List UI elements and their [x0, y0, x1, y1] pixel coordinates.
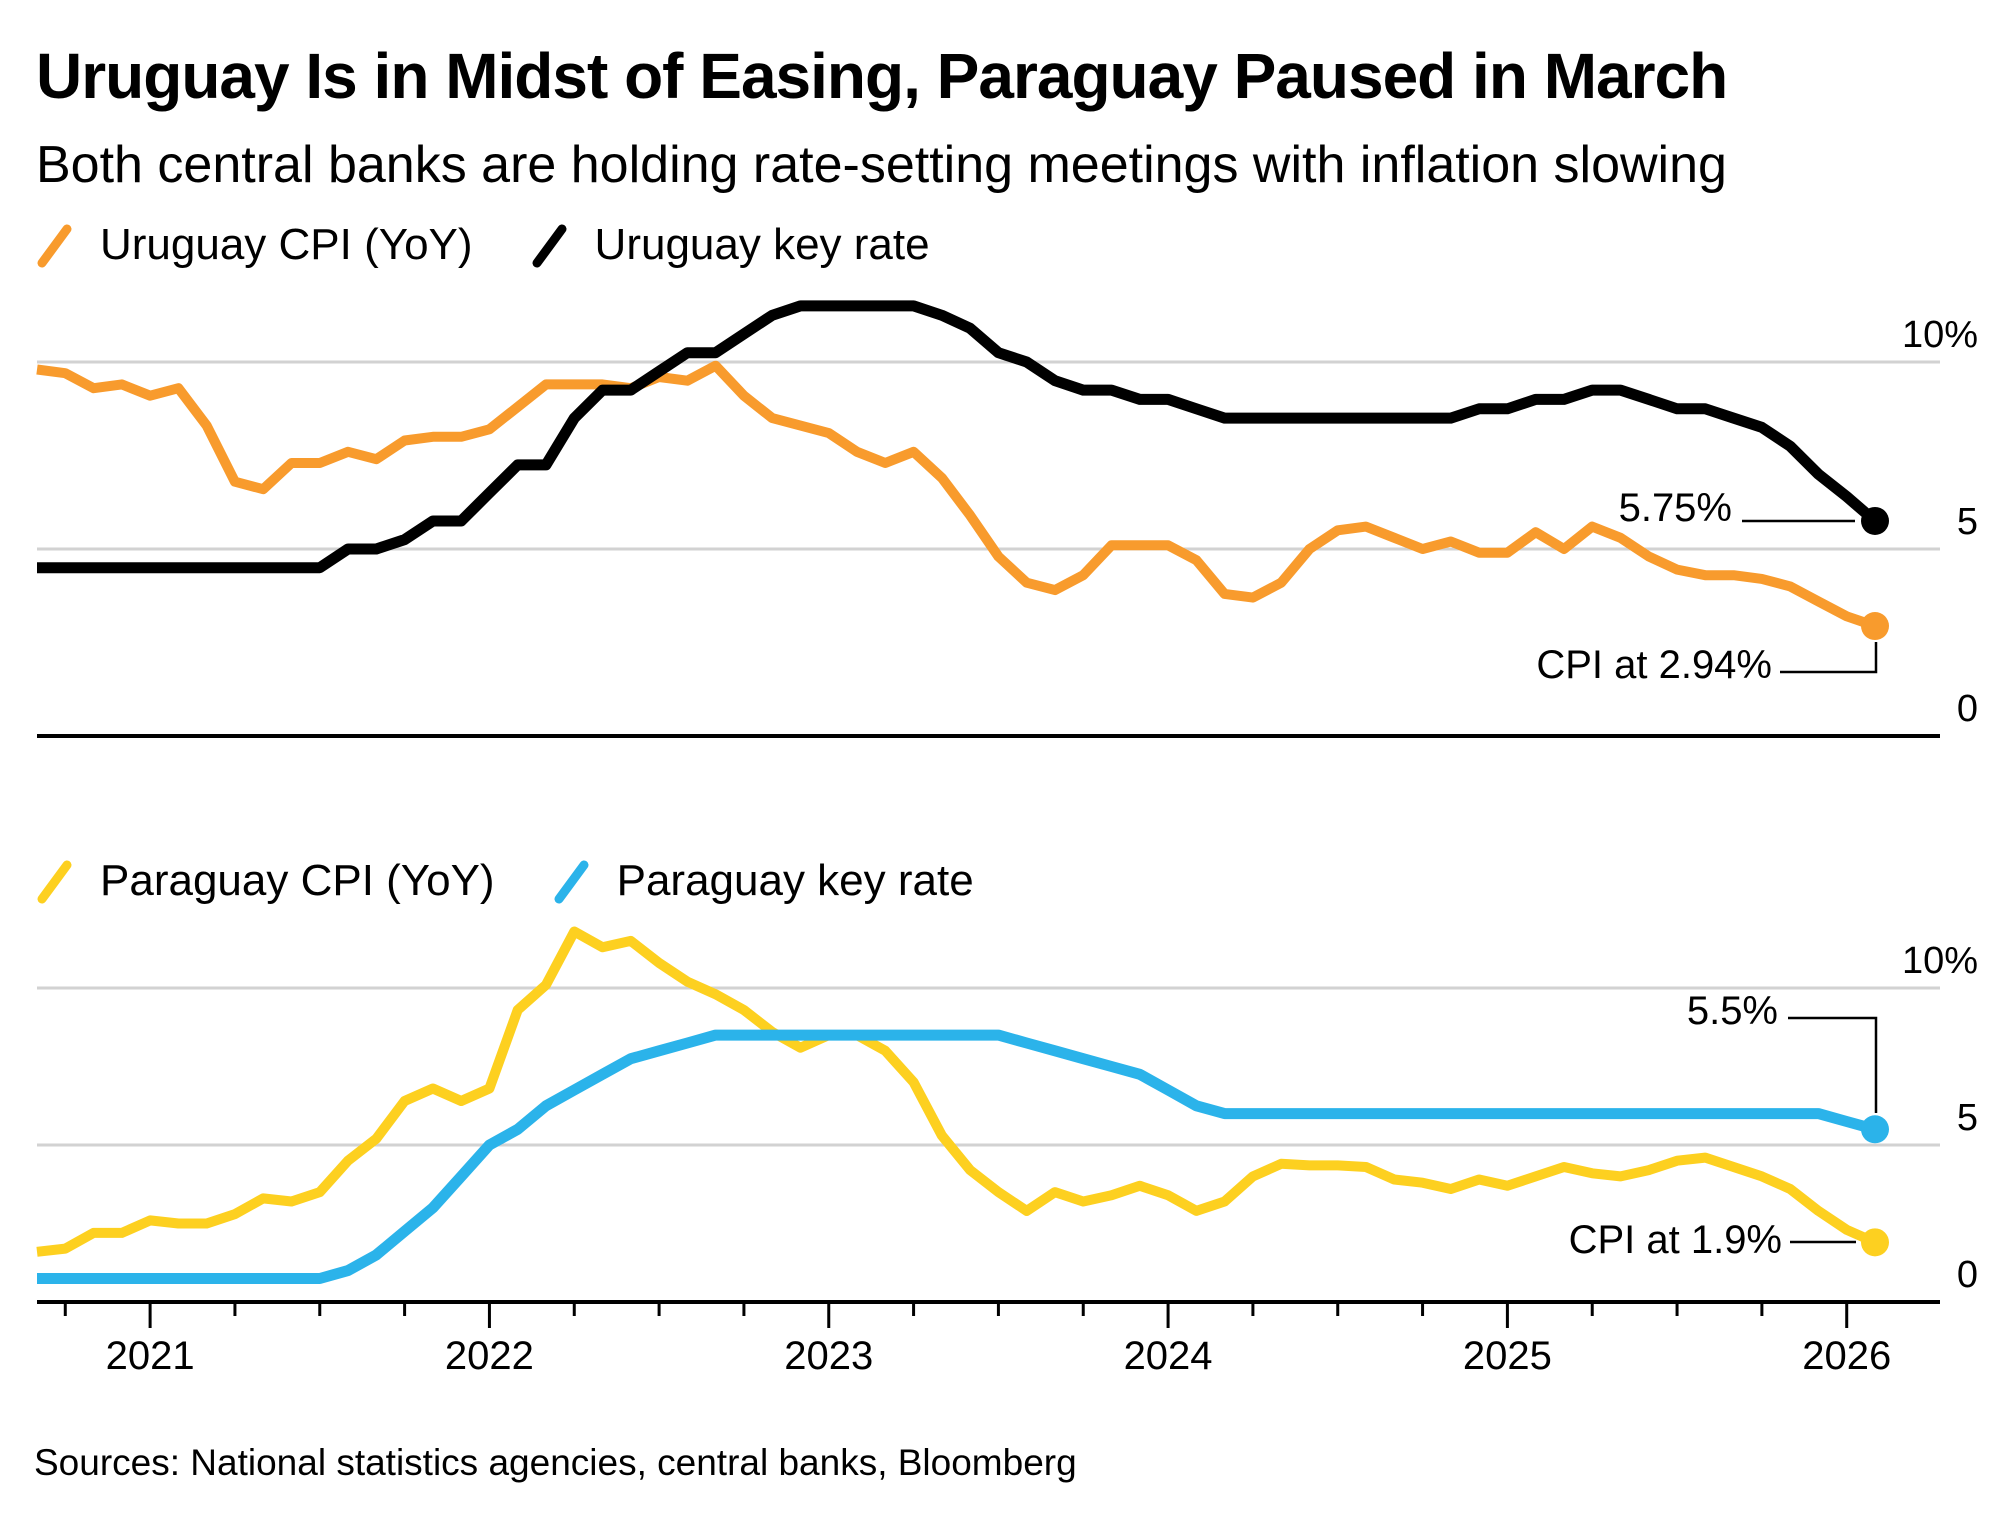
annotation-connector-1: [1780, 642, 1878, 674]
legend-item-uruguay-cpi: Uruguay CPI (YoY): [36, 219, 473, 271]
series-line-paraguay-cpi-yoy-: [36, 926, 1878, 1257]
end-dot-paraguay-cpi-yoy-: [1860, 1228, 1889, 1257]
annotation-paraguay-key-rate-value: 5.5%: [1686, 989, 1778, 1033]
x-tick-label-2023: 2023: [784, 1334, 874, 1378]
page-subtitle: Both central banks are holding rate-sett…: [36, 136, 1727, 194]
x-tick-label-2022: 2022: [444, 1334, 534, 1378]
legend-item-uruguay-key-rate: Uruguay key rate: [531, 219, 930, 271]
uruguay-key-rate-line-swatch-icon: [532, 224, 567, 268]
paraguay-cpi-line-swatch-icon: [37, 860, 72, 904]
y-tick-label-top-0: 0: [1956, 688, 1978, 730]
y-tick-label-bottom-10: 10%: [1901, 940, 1978, 982]
paraguay-key-rate-line-swatch-icon: [554, 860, 589, 904]
y-tick-label-bottom-0: 0: [1956, 1254, 1978, 1296]
end-dot-uruguay-key-rate: [1860, 506, 1889, 535]
annotation-uruguay-key-rate-value: 5.75%: [1618, 486, 1732, 530]
annotation-uruguay-cpi-value: CPI at 2.94%: [1536, 643, 1772, 687]
legend-uruguay: Uruguay CPI (YoY) Uruguay key rate: [36, 218, 988, 272]
x-tick-label-2024: 2024: [1123, 1334, 1213, 1378]
page-title: Uruguay Is in Midst of Easing, Paraguay …: [36, 40, 1728, 112]
series-line-uruguay-key-rate: [37, 300, 1879, 574]
y-tick-label-top-10: 10%: [1901, 314, 1978, 356]
series-line-uruguay-cpi-yoy-: [36, 360, 1877, 631]
y-tick-label-bottom-5: 5: [1956, 1097, 1978, 1139]
annotation-connector-2: [1788, 1016, 1878, 1113]
legend-paraguay: Paraguay CPI (YoY) Paraguay key rate: [36, 854, 1032, 908]
series-line-paraguay-key-rate: [37, 1029, 1877, 1284]
y-tick-label-top-5: 5: [1956, 501, 1978, 543]
sources-line: Sources: National statistics agencies, c…: [34, 1442, 1077, 1483]
legend-label-uruguay-key-rate: Uruguay key rate: [594, 220, 930, 269]
annotation-paraguay-cpi-value: CPI at 1.9%: [1568, 1218, 1782, 1262]
legend-item-paraguay-key-rate: Paraguay key rate: [553, 855, 974, 907]
uruguay-cpi-line-swatch-icon: [37, 224, 72, 268]
x-tick-label-2021: 2021: [105, 1334, 195, 1378]
legend-label-uruguay-cpi: Uruguay CPI (YoY): [100, 220, 473, 269]
x-tick-label-2025: 2025: [1462, 1334, 1552, 1378]
end-dot-uruguay-cpi-yoy-: [1860, 612, 1889, 641]
end-dot-paraguay-key-rate: [1860, 1115, 1889, 1144]
legend-item-paraguay-cpi: Paraguay CPI (YoY): [36, 855, 495, 907]
x-tick-label-2026: 2026: [1802, 1334, 1892, 1378]
legend-label-paraguay-key-rate: Paraguay key rate: [616, 856, 974, 905]
legend-label-paraguay-cpi: Paraguay CPI (YoY): [100, 856, 495, 905]
